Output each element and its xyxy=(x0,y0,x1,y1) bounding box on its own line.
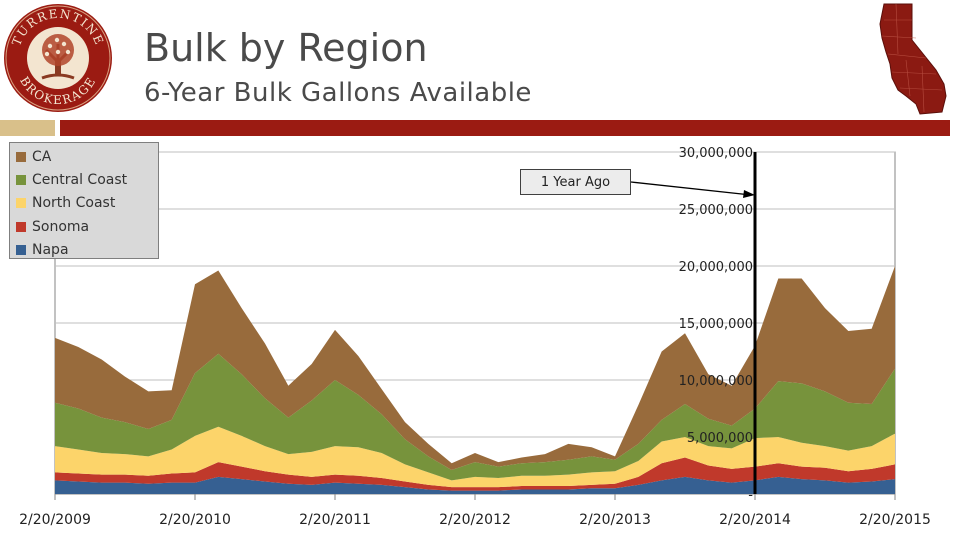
area-series-north-coast xyxy=(55,426,895,488)
legend-swatch-napa xyxy=(16,244,26,255)
legend-item-ca: CA xyxy=(16,145,158,168)
legend-item-sonoma: Sonoma xyxy=(16,215,158,238)
page-title: Bulk by Region xyxy=(144,26,428,70)
y-tick-label: 10,000,000 xyxy=(679,374,753,389)
y-tick-label: 5,000,000 xyxy=(687,431,753,446)
x-axis: 2/20/2009 2/20/2010 2/20/2011 2/20/2012 2/20… xyxy=(19,494,931,528)
page-subtitle: 6-Year Bulk Gallons Available xyxy=(144,78,532,108)
legend-item-napa: Napa xyxy=(16,238,158,261)
header-banner-bar xyxy=(60,120,950,136)
legend-swatch-central-coast xyxy=(16,174,26,185)
area-series-group xyxy=(55,266,895,494)
legend-label-ca: CA xyxy=(32,148,52,165)
legend-label-north-coast: North Coast xyxy=(32,195,116,212)
x-tick-label: 2/20/2012 xyxy=(439,512,511,528)
callout-arrow-line xyxy=(630,181,752,196)
y-tick-label: 30,000,000 xyxy=(679,146,753,161)
area-series-sonoma xyxy=(55,457,895,491)
y-axis: - 5,000,000 10,000,000 15,000,000 20,000,000… xyxy=(679,146,754,503)
legend-swatch-sonoma xyxy=(16,221,26,232)
area-series-napa xyxy=(55,476,895,494)
legend-swatch-north-coast xyxy=(16,198,26,209)
x-tick-label: 2/20/2014 xyxy=(719,512,791,528)
legend-label-sonoma: Sonoma xyxy=(32,218,90,235)
callout-arrowhead xyxy=(743,190,755,198)
y-tick-label: 20,000,000 xyxy=(679,260,753,275)
y-tick-label: 25,000,000 xyxy=(679,203,753,218)
x-tick-label: 2/20/2011 xyxy=(299,512,371,528)
legend-item-north-coast: North Coast xyxy=(16,192,158,215)
x-tick-label: 2/20/2013 xyxy=(579,512,651,528)
x-tick-label: 2/20/2010 xyxy=(159,512,231,528)
area-series-central-coast xyxy=(55,353,895,481)
legend-swatch-ca xyxy=(16,151,26,162)
legend-label-napa: Napa xyxy=(32,241,69,258)
legend-item-central-coast: Central Coast xyxy=(16,168,158,191)
one-year-ago-callout: 1 Year Ago xyxy=(520,169,631,195)
turrentine-brokerage-logo: TURRENTINE BROKERAGE xyxy=(4,4,112,112)
chart-legend: CA Central Coast North Coast Sonoma Napa xyxy=(9,142,159,259)
california-map-icon xyxy=(879,3,947,115)
y-tick-label: - xyxy=(748,488,753,503)
legend-label-central-coast: Central Coast xyxy=(32,171,128,188)
tree-icon xyxy=(41,34,75,80)
x-tick-label: 2/20/2009 xyxy=(19,512,91,528)
header-accent-bar xyxy=(0,120,55,136)
x-tick-label: 2/20/2015 xyxy=(859,512,931,528)
y-tick-label: 15,000,000 xyxy=(679,317,753,332)
